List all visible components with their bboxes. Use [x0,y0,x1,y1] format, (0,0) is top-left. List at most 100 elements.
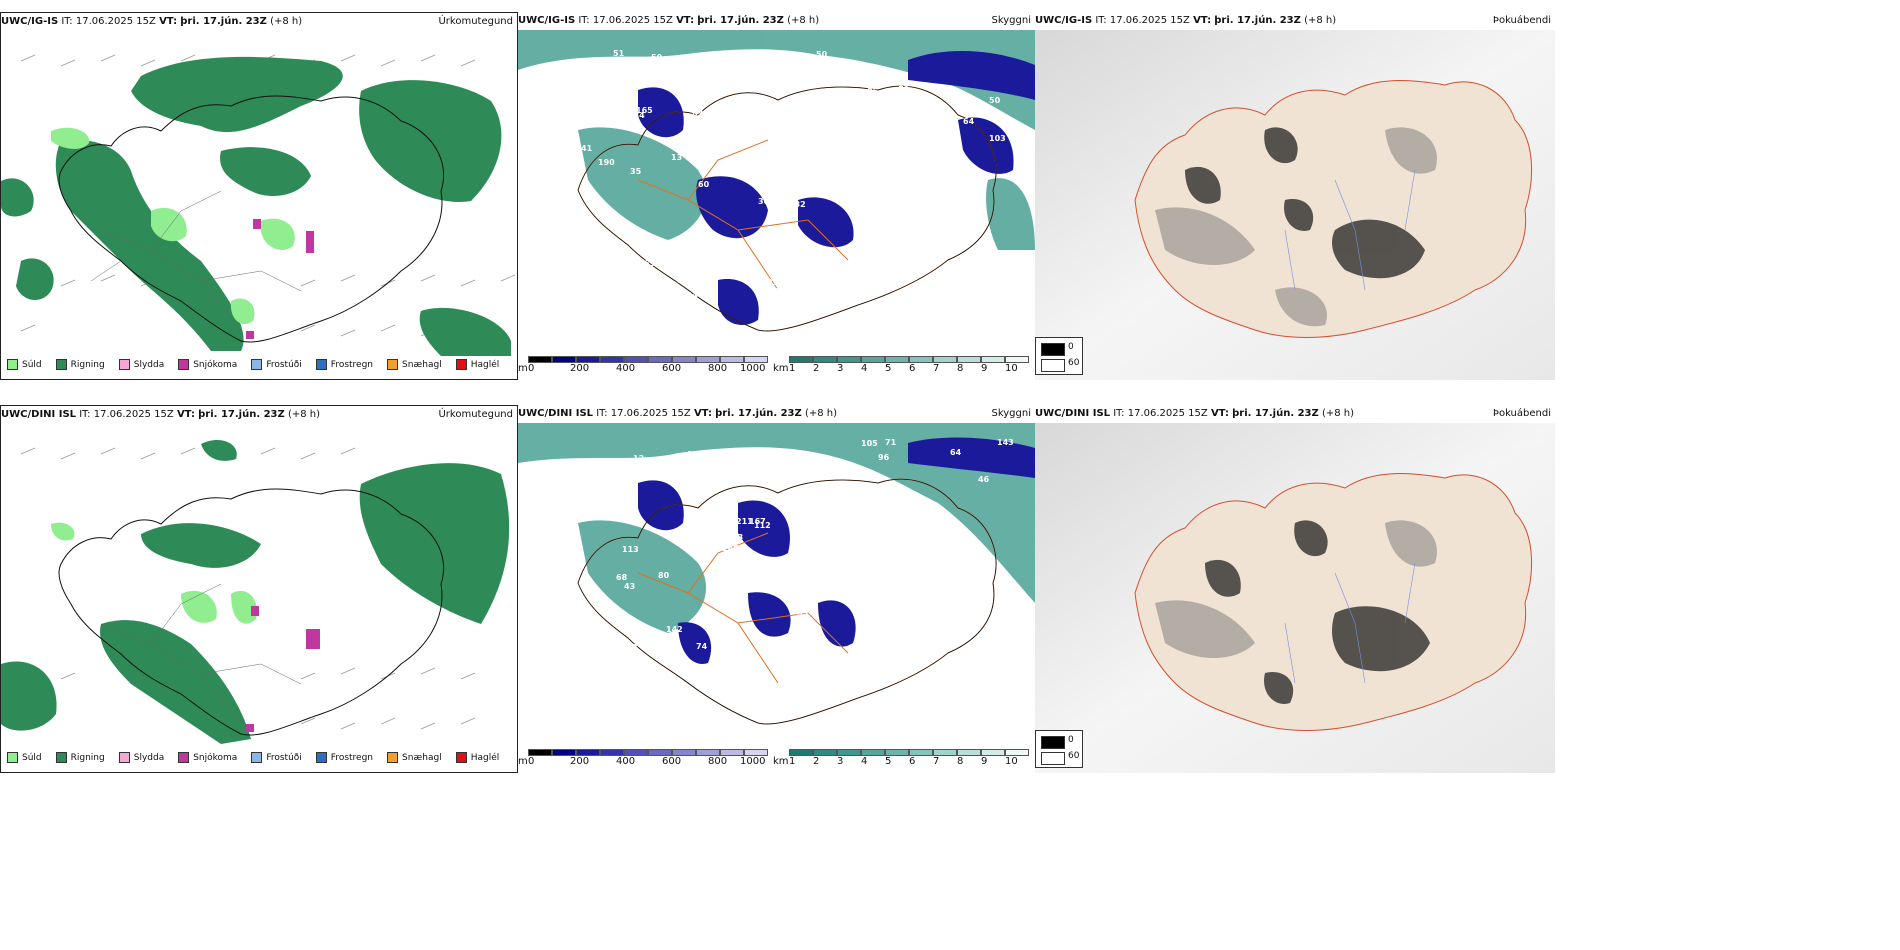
ceiling-label: 73 [772,166,783,175]
ceiling-tick: 1000 [740,756,766,767]
vt-value: þri. 17.jún. 23Z [180,16,267,27]
ceiling-label: 29 [941,84,953,93]
legend-item: Haglél [455,752,499,763]
colorbar-segment [813,749,837,756]
colorbar-segment [720,356,744,363]
panel-header: UWC/DINI ISL IT: 17.06.2025 15Z VT: þri.… [1035,405,1555,423]
lead-time: (+8 h) [787,15,820,26]
visibility-fields [518,423,1035,633]
ceiling-label: 110 [826,579,843,588]
legend-label: Slydda [133,359,165,370]
it-value: 17.06.2025 15Z [610,408,691,419]
visibility-tick: 6 [909,363,916,374]
ceiling-tick: 800 [708,756,728,767]
vt-label: VT: [693,408,712,419]
legend-label: Frostúði [266,359,302,370]
legend-item: Snjókoma [178,752,237,763]
colorbar-segment [789,749,813,756]
ceiling-label: 45 [831,174,843,183]
ceiling-label: 167 [749,517,766,526]
ceiling-label: 140 [729,141,746,150]
ceiling-label: 107 [616,477,633,486]
colorbar-segment [981,356,1005,363]
lead-time: (+8 h) [287,409,321,420]
ceiling-label: 64 [963,117,975,126]
colorbar-segment [933,356,957,363]
ceiling-label: 143 [997,438,1014,447]
ceiling-label: 184 [630,684,647,693]
visibility-colorbar: km 1 2 3 4 5 6 7 8 9 10 [773,749,1033,767]
fog-panel-bottom: UWC/DINI ISL IT: 17.06.2025 15Z VT: þri.… [1035,405,1555,773]
ceiling-label: 50 [989,96,1001,105]
iceland-outline [577,85,997,332]
ceiling-label: 169 [772,68,789,77]
ceiling-label: 300 [770,108,787,117]
ceiling-label: 228 [588,86,605,95]
ceiling-tick: 600 [662,363,682,374]
visibility-tick: 9 [981,756,988,767]
colorbar-segment [672,356,696,363]
ceiling-label: 85 [867,87,879,96]
ceiling-label: 50 [816,50,828,59]
fog-dark-areas [1185,127,1425,279]
ceiling-label: 60 [698,180,710,189]
colorbar-segment [576,749,600,756]
colorbar-segment [600,749,624,756]
ceiling-label: 132 [789,200,806,209]
fog-legend-swatch [1041,359,1065,372]
ceiling-label: 140 [1003,598,1020,607]
lead-time: (+8 h) [1321,408,1355,419]
fog-dark-areas [1205,520,1430,704]
model-name: UWC/IG-IS [1035,15,1093,26]
ceiling-label: 69 [621,461,633,470]
ceiling-label: 165 [636,106,653,115]
legend-swatch [7,359,18,370]
panel-title: Úrkomutegund [438,409,513,420]
ceiling-label: 949 [819,179,836,188]
panel-header: UWC/IG-IS IT: 17.06.2025 15Z VT: þri. 17… [1,13,517,31]
colorbar-segment [744,749,768,756]
ceiling-labels: 283 270 184 143 112 248 133 96 109 91 107 68 69 76 57 5… [601,438,1020,718]
fog-legend-swatch [1041,343,1065,356]
legend-swatch [178,359,190,370]
legend-item: Frostúði [251,752,302,763]
fog-mid-areas [1155,127,1437,327]
ceiling-label: 35 [630,167,642,176]
ceiling-label: 96 [972,606,984,615]
panel-header: UWC/IG-IS IT: 17.06.2025 15Z VT: þri. 17… [1035,12,1555,30]
legend-swatch [118,752,130,763]
colorbar-segment [1005,749,1029,756]
ceiling-label: 190 [598,158,615,167]
colorbar-segment [813,356,837,363]
model-name: UWC/DINI ISL [518,408,594,419]
ceiling-label: 11 [899,222,911,231]
ceiling-label: 993 [780,109,797,118]
legend-label: Snjókoma [193,752,238,763]
fog-map [1035,30,1555,380]
it-label: IT: [596,408,608,419]
colorbar-segment [837,749,861,756]
ceiling-tick: 0 [528,756,535,767]
panel-title: Úrkomutegund [438,16,513,27]
ceiling-unit: m [518,363,528,374]
ceiling-label: 12 [633,454,644,463]
vt-value: þri. 17.jún. 23Z [1214,15,1301,26]
colorbar-segment [1005,356,1029,363]
ceiling-label: 363 [612,302,629,311]
visibility-tick: 9 [981,363,988,374]
it-value: 17.06.2025 15Z [1127,408,1208,419]
legend-item: Haglél [455,359,499,370]
fog-map [1035,423,1555,773]
ceiling-label: 59 [862,286,874,295]
legend-item: Snæhagl [387,359,442,370]
ceiling-label: 452 [612,289,629,298]
legend-label: Frostregn [330,359,374,370]
ceiling-label: 339 [651,319,668,328]
legend-item: Frostregn [315,359,374,370]
panel-header: UWC/DINI ISL IT: 17.06.2025 15Z VT: þri.… [1,406,517,424]
legend-item: Rigning [55,359,105,370]
lead-time: (+8 h) [1304,15,1337,26]
colorbar-segment [528,356,552,363]
ceiling-tick: 200 [570,363,590,374]
iceland-outline [58,95,445,343]
